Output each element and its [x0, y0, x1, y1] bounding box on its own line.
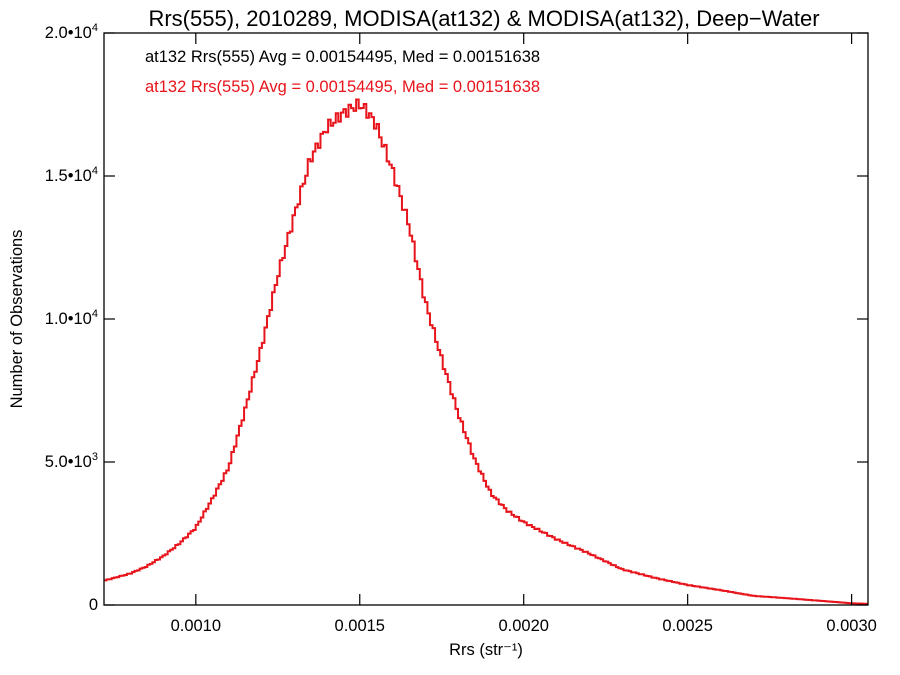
y-tick-base: 1.0•10: [45, 310, 92, 328]
y-tick-base: 5.0•10: [45, 453, 92, 471]
stats-annotation-black: at132 Rrs(555) Avg = 0.00154495, Med = 0…: [145, 48, 540, 66]
y-tick-label: 0: [89, 596, 98, 614]
histogram-series-line: [104, 98, 868, 605]
x-tick-label: 0.0015: [335, 617, 385, 635]
x-tick-label: 0.0010: [171, 617, 221, 635]
y-tick-exponent: 3: [92, 451, 98, 463]
x-tick-label: 0.0020: [498, 617, 548, 635]
data-layer: [104, 98, 868, 605]
x-tick-label: 0.0030: [826, 617, 876, 635]
y-axis-label: Number of Observations: [8, 230, 26, 409]
x-tick-label: 0.0025: [662, 617, 712, 635]
y-tick-exponent: 4: [92, 165, 98, 177]
y-tick-base: 1.5•10: [45, 167, 92, 185]
x-axis-ticks: 0.0010 0.0015 0.0020 0.0025 0.0030: [171, 33, 877, 635]
y-tick-base: 0: [89, 596, 98, 614]
y-tick-base: 2.0•10: [45, 24, 92, 42]
plot-frame: [103, 32, 869, 606]
y-tick-label: 2.0•104: [45, 22, 98, 42]
chart-title: Rrs(555), 2010289, MODISA(at132) & MODIS…: [148, 6, 819, 31]
y-tick-label: 1.5•104: [45, 165, 98, 185]
y-tick-exponent: 4: [92, 22, 98, 34]
y-tick-label: 1.0•104: [45, 308, 98, 328]
y-tick-label: 5.0•103: [45, 451, 98, 471]
stats-annotation-red: at132 Rrs(555) Avg = 0.00154495, Med = 0…: [145, 78, 540, 96]
y-tick-exponent: 4: [92, 308, 98, 320]
x-axis-label: Rrs (str⁻¹): [449, 641, 523, 659]
